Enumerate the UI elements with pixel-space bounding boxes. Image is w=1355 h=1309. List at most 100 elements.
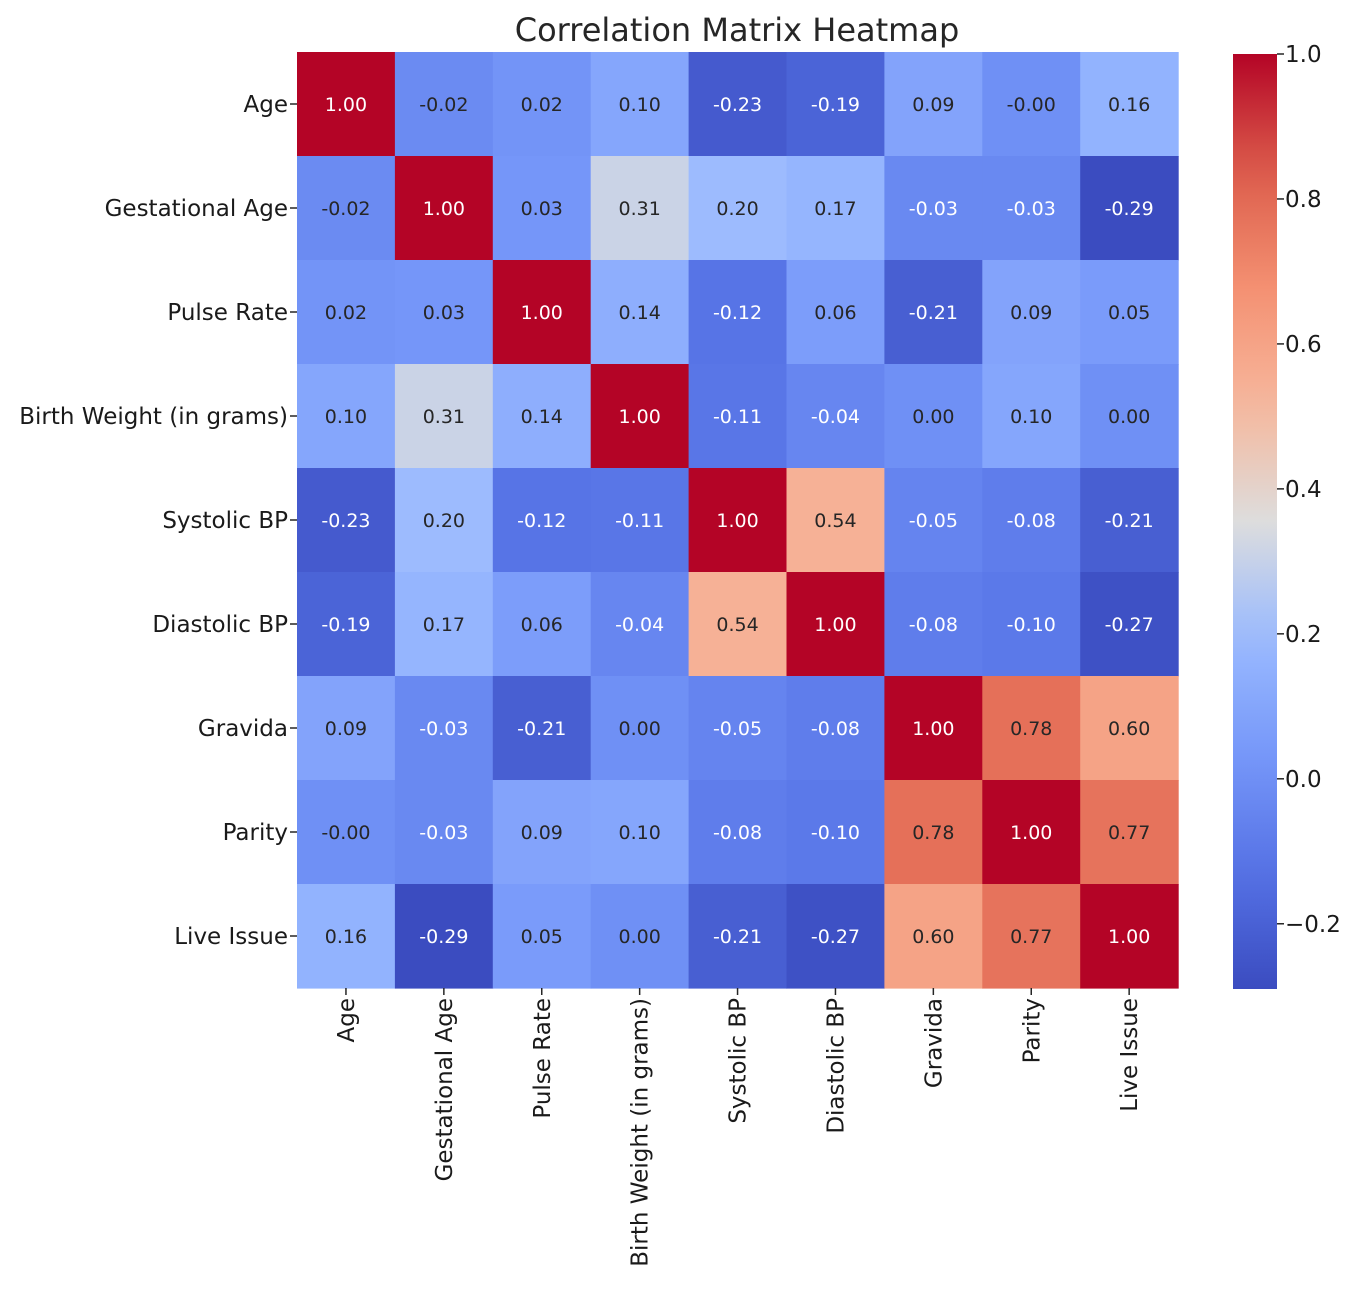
heatmap-cell — [1080, 156, 1179, 261]
cell-value-label: -0.29 — [419, 926, 468, 948]
cell-value-label: 0.14 — [618, 302, 660, 324]
heatmap-cell — [394, 780, 494, 885]
cell-value-label: -0.27 — [1105, 614, 1154, 636]
heatmap-cell — [394, 260, 494, 365]
heatmap-cell — [884, 156, 983, 261]
heatmap-cell — [786, 676, 885, 781]
heatmap-cell — [884, 884, 983, 989]
y-tick-label: Birth Weight (in grams) — [19, 404, 288, 430]
x-tick-label: Birth Weight (in grams) — [628, 998, 654, 1267]
heatmap-cell — [394, 156, 494, 261]
cell-value-label: -0.12 — [517, 510, 566, 532]
x-axis-labels: Age Gestational Age Pulse Rate Birth Weight… — [334, 988, 1143, 1267]
cell-value-label: 0.10 — [618, 822, 660, 844]
heatmap-cell — [982, 364, 1081, 469]
x-tick-label: Gravida — [921, 998, 947, 1088]
cell-value-label: 0.77 — [1108, 822, 1150, 844]
cell-value-label: 0.00 — [912, 406, 954, 428]
cell-value-label: -0.03 — [419, 718, 468, 740]
cell-value-label: 0.03 — [521, 198, 563, 220]
cell-value-label: 0.60 — [1108, 718, 1150, 740]
cell-value-label: -0.19 — [321, 614, 370, 636]
heatmap-cell — [982, 572, 1081, 677]
cell-value-label: 0.16 — [325, 926, 367, 948]
cell-value-label: -0.08 — [909, 614, 958, 636]
heatmap-cell — [884, 780, 983, 885]
heatmap-cell — [590, 884, 690, 989]
heatmap-cell — [786, 572, 885, 677]
heatmap-cell — [1080, 676, 1179, 781]
x-tick-label: Age — [334, 998, 360, 1042]
y-axis-labels: Age Gestational Age Pulse Rate Birth Weight… — [19, 92, 297, 950]
heatmap-cell — [297, 676, 396, 781]
heatmap-cell — [688, 780, 788, 885]
heatmap-cell — [1080, 468, 1179, 573]
heatmap-cell — [786, 364, 885, 469]
cell-value-label: 0.03 — [423, 302, 465, 324]
heatmap-cell — [590, 156, 690, 261]
heatmap-cell — [786, 884, 885, 989]
heatmap-cell — [394, 52, 494, 157]
cell-value-label: 0.31 — [618, 198, 660, 220]
heatmap-cell — [1080, 52, 1179, 157]
cell-value-label: -0.11 — [713, 406, 762, 428]
cell-value-label: 0.06 — [814, 302, 856, 324]
heatmap-cell — [590, 676, 690, 781]
heatmap-cell — [786, 156, 885, 261]
colorbar-tick-label: 0.8 — [1285, 187, 1322, 213]
cell-value-label: -0.04 — [811, 406, 860, 428]
heatmap-cell — [688, 52, 788, 157]
heatmap-cell — [1080, 260, 1179, 365]
cell-value-label: 0.31 — [423, 406, 465, 428]
cell-value-label: -0.19 — [811, 94, 860, 116]
cell-value-label: 0.02 — [325, 302, 367, 324]
y-tick-label: Age — [244, 92, 288, 118]
heatmap-cell — [982, 676, 1081, 781]
heatmap-cell — [297, 780, 396, 885]
heatmap-cell — [297, 884, 396, 989]
y-tick-label: Gravida — [198, 716, 288, 742]
cell-value-label: 0.09 — [1010, 302, 1052, 324]
heatmap-cell — [1080, 884, 1179, 989]
heatmap-cell — [492, 884, 592, 989]
cell-value-label: -0.21 — [517, 718, 566, 740]
colorbar-tick-label: 0.4 — [1285, 477, 1322, 503]
heatmap-cell — [590, 572, 690, 677]
cell-value-label: 0.09 — [912, 94, 954, 116]
heatmap-cell — [884, 364, 983, 469]
heatmap-cell — [1080, 572, 1179, 677]
heatmap-cell — [297, 572, 396, 677]
heatmap-cells: 1.00 -0.02 0.02 0.10 -0.23 -0.19 0.09 -0.00 0.16… — [297, 52, 1179, 989]
heatmap-cell — [982, 780, 1081, 885]
heatmap-cell — [884, 260, 983, 365]
heatmap-cell — [884, 52, 983, 157]
cell-value-label: 0.16 — [1108, 94, 1150, 116]
heatmap-cell — [492, 572, 592, 677]
cell-value-label: -0.02 — [419, 94, 468, 116]
cell-value-label: -0.23 — [321, 510, 370, 532]
cell-value-label: -0.03 — [909, 198, 958, 220]
cell-value-label: 0.09 — [325, 718, 367, 740]
heatmap-cell — [492, 468, 592, 573]
heatmap-cell — [297, 156, 396, 261]
heatmap-cell — [590, 468, 690, 573]
heatmap-cell — [982, 260, 1081, 365]
colorbar-tick-label: −0.2 — [1285, 912, 1341, 938]
heatmap-cell — [394, 468, 494, 573]
cell-value-label: -0.23 — [713, 94, 762, 116]
heatmap-cell — [688, 884, 788, 989]
cell-value-label: 0.09 — [521, 822, 563, 844]
heatmap-cell — [982, 52, 1081, 157]
cell-value-label: -0.08 — [1007, 510, 1056, 532]
heatmap-cell — [297, 468, 396, 573]
cell-value-label: 0.20 — [716, 198, 758, 220]
cell-value-label: 1.00 — [912, 718, 954, 740]
heatmap-cell — [786, 260, 885, 365]
colorbar-tick-label: 0.2 — [1285, 622, 1322, 648]
heatmap-cell — [394, 572, 494, 677]
y-tick-label: Live Issue — [174, 924, 288, 950]
heatmap-cell — [688, 572, 788, 677]
x-tick-label: Live Issue — [1117, 998, 1143, 1112]
cell-value-label: -0.27 — [811, 926, 860, 948]
